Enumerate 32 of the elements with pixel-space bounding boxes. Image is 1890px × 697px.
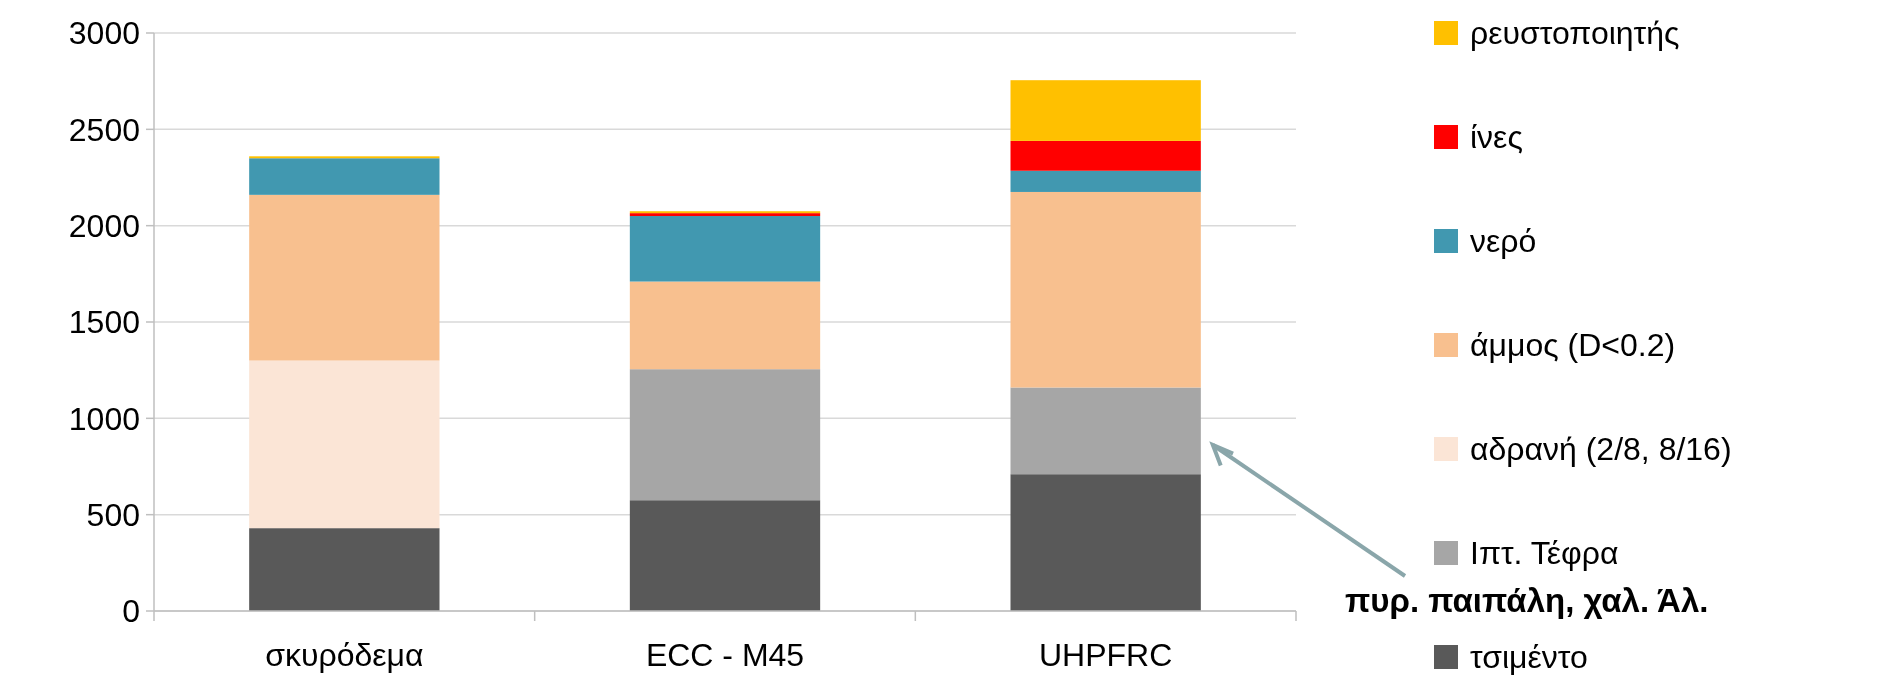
bar: [249, 158, 440, 195]
x-tick-label: σκυρόδεμα: [265, 637, 424, 673]
bar: [1010, 474, 1201, 611]
y-tick-label: 500: [86, 496, 140, 533]
bar: [249, 528, 440, 611]
legend-label: νερό: [1470, 223, 1537, 260]
y-tick-label: 2500: [68, 111, 140, 148]
y-tick-label: 0: [122, 593, 140, 630]
bar: [1010, 191, 1201, 388]
bar: [1010, 170, 1201, 192]
legend-label: άμμος (D<0.2): [1470, 327, 1676, 364]
legend-label: τσιμέντο: [1470, 639, 1588, 676]
legend-label: Ιπτ. Τέφρα: [1470, 535, 1619, 572]
y-tick-label: 2000: [68, 207, 140, 244]
bar: [629, 500, 821, 611]
x-tick-label: ECC - M45: [645, 637, 805, 673]
bar: [1010, 80, 1201, 141]
text: πυρ. παιπάλη, χαλ. Άλ.: [1345, 582, 1709, 619]
bar: [249, 194, 440, 361]
bar: [629, 216, 821, 282]
y-tick-label: 1000: [68, 400, 140, 437]
bar: [1010, 387, 1201, 475]
legend-label: ρευστοποιητής: [1470, 15, 1680, 52]
legend-label: ίνες: [1470, 119, 1523, 156]
x-tick-label: UHPFRC: [1039, 637, 1173, 673]
bar: [629, 281, 821, 370]
bar: [249, 360, 440, 529]
y-tick-label: 1500: [68, 304, 140, 341]
y-tick-label: 3000: [68, 15, 140, 52]
bar: [629, 369, 821, 501]
legend-label: αδρανή (2/8, 8/16): [1470, 431, 1732, 468]
bar: [1010, 140, 1201, 171]
